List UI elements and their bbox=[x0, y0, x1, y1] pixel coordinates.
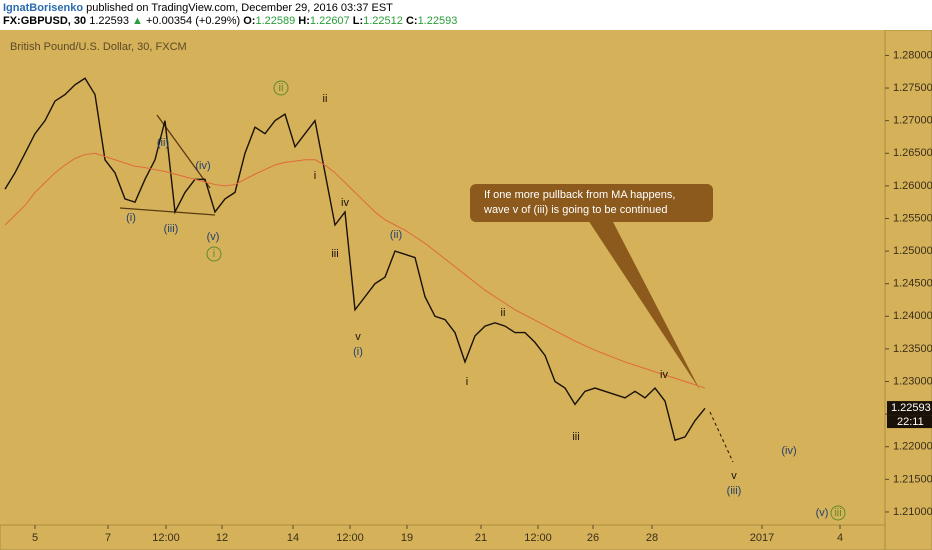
x-tick-label: 4 bbox=[837, 532, 843, 544]
x-tick-label: 12:00 bbox=[336, 532, 364, 544]
callout-text: If one more pullback from MA happens, bbox=[484, 189, 675, 201]
time-axis bbox=[0, 524, 886, 550]
chart: British Pound/U.S. Dollar, 30, FXCM If o… bbox=[0, 30, 932, 550]
published: published on TradingView.com, December 2… bbox=[86, 2, 393, 14]
x-tick-label: 2017 bbox=[750, 532, 774, 544]
x-tick-label: 12:00 bbox=[524, 532, 552, 544]
chart-title: British Pound/U.S. Dollar, 30, FXCM bbox=[10, 41, 187, 53]
wave-label: v bbox=[355, 331, 361, 343]
header: IgnatBorisenko published on TradingView.… bbox=[0, 0, 932, 30]
l-label: L: bbox=[352, 15, 364, 27]
wave-label: iii bbox=[572, 431, 579, 443]
author[interactable]: IgnatBorisenko bbox=[3, 2, 84, 14]
x-tick-label: 12 bbox=[216, 532, 228, 544]
y-tick-label: 1.22000 bbox=[893, 441, 932, 453]
callout-pointer bbox=[588, 220, 700, 390]
wave-label: iii bbox=[834, 507, 841, 519]
wave-label: (i) bbox=[126, 212, 136, 224]
trend-line bbox=[119, 207, 216, 216]
x-tick-label: 12:00 bbox=[152, 532, 180, 544]
plot-bg bbox=[0, 30, 885, 525]
wave-label: (iii) bbox=[164, 223, 179, 235]
wave-label: (iv) bbox=[195, 160, 210, 172]
o-label: O: bbox=[243, 15, 256, 27]
wave-label: iv bbox=[660, 369, 668, 381]
x-tick-label: 21 bbox=[475, 532, 487, 544]
wave-label: i bbox=[466, 376, 468, 388]
callout-text: wave v of (iii) is going to be continued bbox=[483, 204, 667, 216]
y-tick-label: 1.23500 bbox=[893, 343, 932, 355]
wave-label: ii bbox=[279, 82, 284, 94]
symbol: FX:GBPUSD, 30 bbox=[3, 15, 87, 27]
y-tick-label: 1.21000 bbox=[893, 506, 932, 518]
wave-label: ii bbox=[501, 307, 506, 319]
last: 1.22593 bbox=[89, 15, 129, 27]
wave-label: ii bbox=[323, 93, 328, 105]
x-tick-label: 19 bbox=[401, 532, 413, 544]
wave-label: v bbox=[731, 470, 737, 482]
y-tick-label: 1.28000 bbox=[893, 49, 932, 61]
o: 1.22589 bbox=[255, 15, 296, 27]
y-tick-label: 1.24500 bbox=[893, 278, 932, 290]
y-tick-label: 1.21500 bbox=[893, 473, 932, 485]
h-label: H: bbox=[298, 15, 310, 27]
wave-label: iii bbox=[331, 248, 338, 260]
y-tick-label: 1.23000 bbox=[893, 375, 932, 387]
wave-label: (ii) bbox=[157, 137, 169, 149]
x-tick-label: 26 bbox=[587, 532, 599, 544]
callout-box bbox=[470, 184, 713, 222]
y-tick-label: 1.26500 bbox=[893, 147, 932, 159]
wave-label: i bbox=[314, 170, 316, 182]
wave-label: (i) bbox=[353, 346, 363, 358]
price-tag bbox=[887, 401, 932, 416]
wave-circle bbox=[273, 80, 289, 96]
wave-label: (iv) bbox=[781, 445, 796, 457]
change: +0.00354 (+0.29%) bbox=[145, 15, 241, 27]
price-tag-label: 1.22593 bbox=[891, 402, 931, 414]
wave-circle bbox=[830, 505, 846, 521]
series-line bbox=[4, 152, 706, 389]
price-axis bbox=[884, 30, 932, 550]
countdown-bg bbox=[887, 415, 932, 429]
quote-line: FX:GBPUSD, 30 1.22593 ▲ +0.00354 (+0.29%… bbox=[3, 15, 932, 28]
wave-label: i bbox=[213, 248, 215, 260]
wave-label: iv bbox=[341, 197, 349, 209]
y-tick-label: 1.26000 bbox=[893, 180, 932, 192]
h: 1.22607 bbox=[309, 15, 350, 27]
series-line bbox=[4, 77, 706, 442]
wave-label: (ii) bbox=[390, 229, 402, 241]
x-tick-label: 7 bbox=[105, 532, 111, 544]
y-tick-label: 1.24000 bbox=[893, 310, 932, 322]
countdown: 22:11 bbox=[897, 416, 924, 428]
c-label: C: bbox=[405, 15, 418, 27]
y-tick-label: 1.27000 bbox=[893, 115, 932, 127]
x-tick-label: 14 bbox=[287, 532, 299, 544]
wave-circle bbox=[206, 246, 222, 262]
x-tick-label: 28 bbox=[646, 532, 658, 544]
y-tick-label: 1.25000 bbox=[893, 245, 932, 257]
y-tick-label: 1.25500 bbox=[893, 212, 932, 224]
x-tick-label: 5 bbox=[32, 532, 38, 544]
l: 1.22512 bbox=[363, 15, 403, 27]
wave-label: (iii) bbox=[727, 485, 742, 497]
arrow: ▲ bbox=[132, 15, 143, 27]
wave-label: (v) bbox=[816, 507, 829, 519]
wave-label: (v) bbox=[207, 231, 220, 243]
y-tick-label: 1.27500 bbox=[893, 82, 932, 94]
c: 1.22593 bbox=[417, 15, 458, 27]
publish-line: IgnatBorisenko published on TradingView.… bbox=[3, 2, 932, 15]
